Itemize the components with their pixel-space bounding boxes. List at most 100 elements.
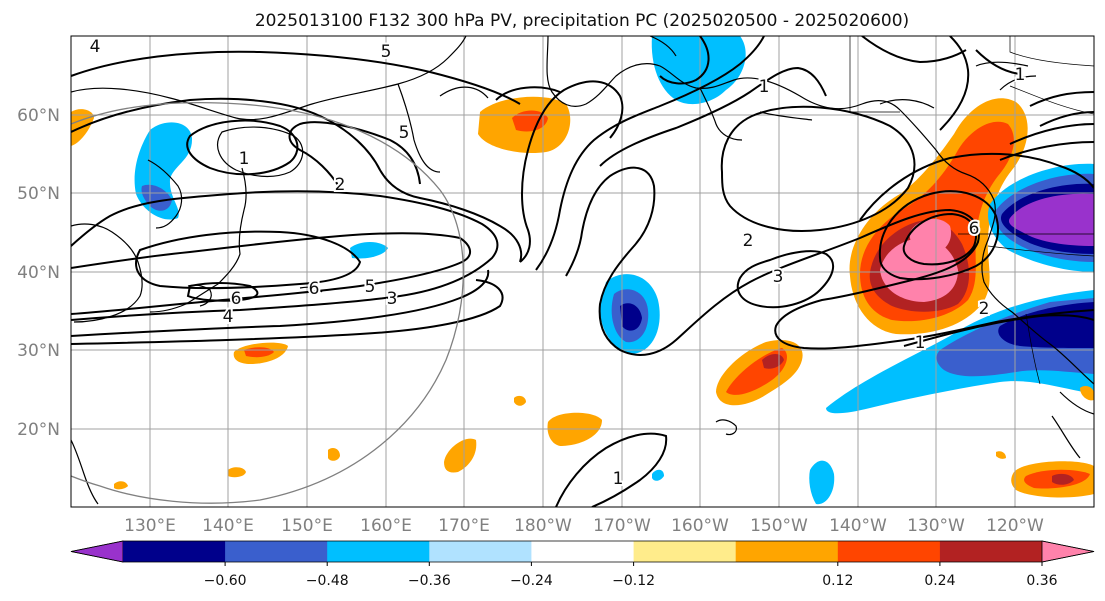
lat-label: 20°N — [17, 420, 60, 440]
contour-label: 3 — [773, 267, 784, 287]
pv-contour-line — [71, 279, 504, 345]
precip-positive-area — [514, 395, 526, 406]
lat-label: 50°N — [17, 184, 60, 204]
contour-label: 6 — [231, 289, 242, 309]
contour-label: 2 — [335, 175, 346, 195]
precip-negative-area — [350, 242, 388, 259]
precip-negative-area — [809, 460, 835, 505]
contour-label: 1 — [239, 149, 250, 169]
pv-contour-line — [186, 119, 299, 176]
contour-label: 1 — [1015, 65, 1026, 85]
coastline — [71, 36, 467, 121]
colorbar-outline — [70, 540, 1095, 563]
pv-contour-line — [599, 66, 827, 167]
pv-contour-line — [939, 36, 970, 131]
map-content — [71, 36, 1094, 507]
coastline — [759, 111, 813, 121]
pv-contour-line — [519, 80, 624, 263]
contour-label: 4 — [90, 37, 101, 57]
border-line — [987, 245, 1094, 257]
lon-label: 160°E — [360, 516, 412, 536]
coastline — [999, 75, 1037, 91]
pv-contour-line — [135, 230, 362, 290]
colorbar-tick-label: −0.48 — [306, 573, 349, 589]
longitude-labels: 130°E 140°E 150°E 160°E 170°E 180°W 170°… — [124, 516, 1044, 536]
contour-label: 4 — [223, 307, 234, 327]
pv-contour-line — [555, 432, 668, 507]
pv-contours — [71, 36, 1094, 507]
pv-contour-line — [71, 269, 490, 337]
pv-contour-line — [878, 190, 999, 281]
contour-label: 1 — [915, 333, 926, 353]
pv-contour-line — [861, 36, 967, 64]
coastline — [147, 159, 183, 229]
coastline — [217, 126, 304, 178]
precip-positive-area — [909, 218, 952, 254]
lon-label: 170°E — [438, 516, 490, 536]
colorbar-swatch — [123, 541, 226, 562]
lon-label: 150°E — [281, 516, 333, 536]
precip-positive-area — [444, 438, 477, 473]
precip-positive-area — [880, 238, 958, 302]
coastline — [715, 419, 737, 436]
colorbar-extend-max — [1041, 540, 1095, 563]
precip-positive-area — [114, 481, 128, 490]
coastline — [71, 439, 99, 505]
contour-label: 5 — [365, 277, 376, 297]
colorbar-swatch — [429, 541, 532, 562]
pv-contour-line — [975, 49, 1021, 75]
colorbar-swatches — [70, 540, 1095, 563]
contour-label: 6 — [969, 219, 980, 239]
pv-contour-line — [903, 314, 1094, 347]
pv-contour-line — [71, 190, 499, 321]
precip-positive-area — [228, 467, 246, 478]
pv-contour-line — [736, 250, 835, 309]
pv-contour-line — [999, 141, 1094, 161]
contour-label: 3 — [387, 289, 398, 309]
pv-contour-line — [186, 282, 259, 302]
range-circle — [71, 101, 464, 504]
lon-label: 140°W — [829, 516, 887, 536]
colorbar-swatch — [939, 541, 1043, 562]
coastline — [1051, 415, 1081, 459]
pv-contour-line — [565, 166, 1094, 356]
contour-label: 6 — [309, 279, 320, 299]
border-line — [1025, 313, 1041, 385]
lon-label: 120°W — [986, 516, 1044, 536]
precip-negative-area — [998, 302, 1094, 348]
colorbar-swatch — [327, 541, 430, 562]
colorbar-swatch — [837, 541, 941, 562]
colorbar-swatch — [531, 541, 634, 562]
map-title: 2025013100 F132 300 hPa PV, precipitatio… — [255, 11, 909, 31]
pv-contour-line — [1009, 123, 1094, 145]
colorbar-tick-label: −0.36 — [408, 573, 451, 589]
coastline — [546, 36, 1094, 385]
lon-label: 140°E — [202, 516, 254, 536]
pv-contour-line — [288, 121, 421, 189]
coastline — [879, 99, 935, 109]
coastline — [1059, 391, 1094, 415]
border-line — [1009, 36, 1094, 67]
coastline — [699, 87, 743, 141]
colorbar-tick-label: 0.36 — [1026, 573, 1057, 589]
contour-label: 1 — [759, 77, 770, 97]
colorbar-tick-label: 0.12 — [822, 573, 853, 589]
colorbar-tick-label: −0.60 — [204, 573, 247, 589]
precip-positive-area — [1080, 386, 1094, 401]
lon-label: 130°W — [907, 516, 965, 536]
coastline — [439, 86, 489, 99]
contour-label: 5 — [381, 42, 392, 62]
pv-contour-line — [535, 36, 765, 271]
precip-negative-area — [651, 36, 746, 105]
country-borders — [849, 36, 1094, 385]
colorbar-tick-label: 0.24 — [924, 573, 955, 589]
colorbar-tick-label: −0.24 — [510, 573, 553, 589]
contour-label: 5 — [399, 123, 410, 143]
pv-contour-line — [859, 152, 1094, 221]
pv-contour-line — [71, 232, 471, 315]
contour-labels: 4 5 1 2 5 6 4 6 5 3 1 2 3 1 2 6 1 1 — [88, 35, 1028, 491]
lon-label: 160°W — [671, 516, 729, 536]
precip-positive-area — [996, 451, 1006, 459]
precip-negative-area — [1008, 193, 1094, 246]
pv-contour-line — [720, 105, 916, 232]
